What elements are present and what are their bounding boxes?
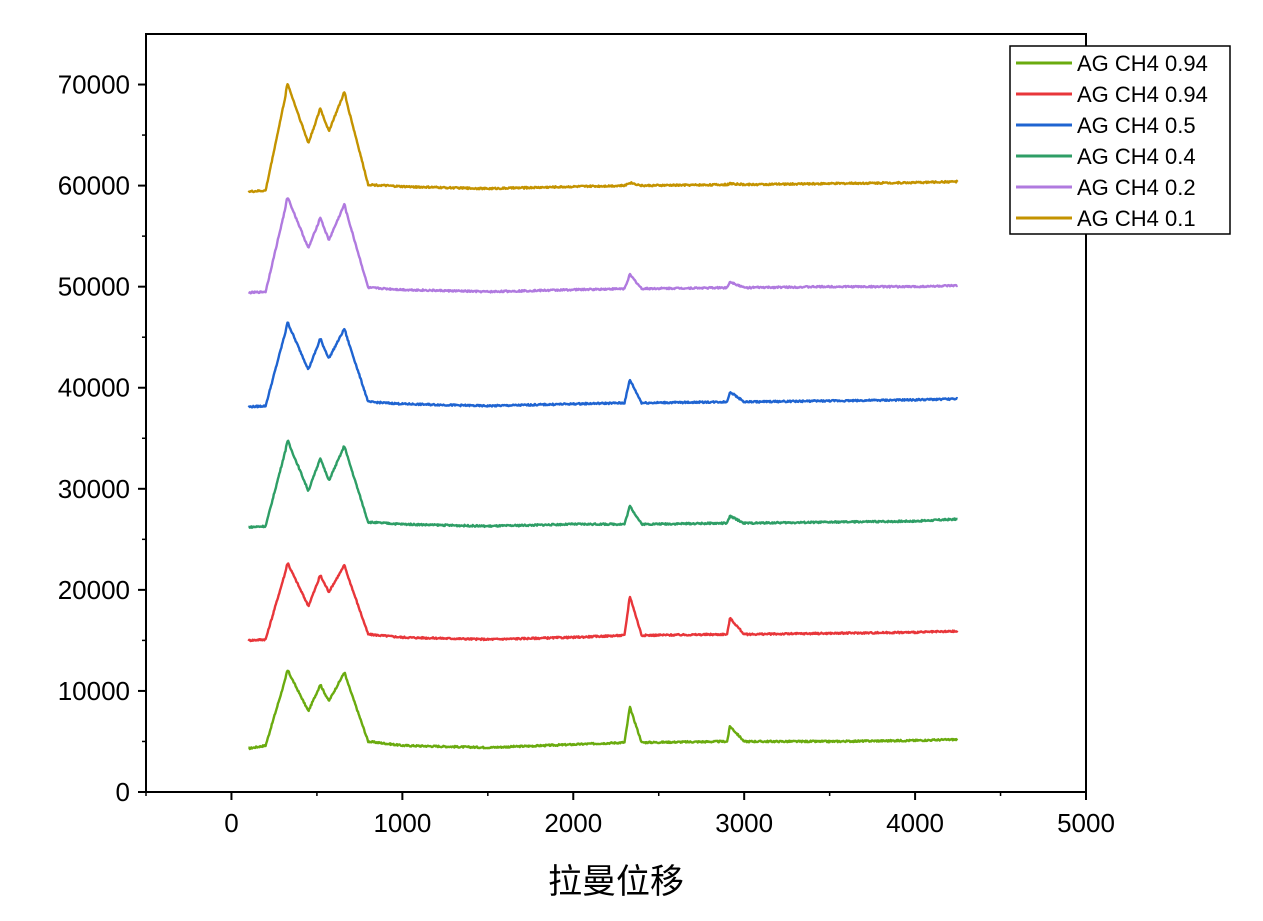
series-lines — [247, 83, 959, 751]
y-tick-label: 60000 — [58, 171, 130, 201]
series-line — [248, 669, 959, 751]
y-tick-label: 40000 — [58, 373, 130, 403]
y-tick-label: 0 — [116, 777, 130, 807]
legend-label: AG CH4 0.5 — [1077, 113, 1196, 138]
legend: AG CH4 0.94 AG CH4 0.94 AG CH4 0.5 AG CH4 0… — [1009, 45, 1231, 235]
y-tick-label: 30000 — [58, 474, 130, 504]
legend-label: AG CH4 0.2 — [1077, 175, 1196, 200]
x-tick-label: 4000 — [886, 808, 944, 838]
x-tick-label: 0 — [224, 808, 238, 838]
y-tick-label: 70000 — [58, 70, 130, 100]
y-tick-label: 50000 — [58, 272, 130, 302]
series-line — [248, 439, 958, 529]
plot-frame — [145, 33, 1087, 793]
series-line — [247, 562, 959, 643]
x-tick-label: 3000 — [715, 808, 773, 838]
legend-box — [1009, 45, 1231, 235]
legend-label: AG CH4 0.94 — [1077, 82, 1208, 107]
x-axis-ticks: 0 1000 2000 3000 4000 5000 — [145, 792, 1115, 838]
y-tick-label: 20000 — [58, 575, 130, 605]
x-tick-label: 2000 — [544, 808, 602, 838]
y-axis-ticks: 0 10000 20000 30000 40000 50000 60000 70000 — [58, 70, 146, 807]
legend-label: AG CH4 0.1 — [1077, 206, 1196, 231]
x-axis-title: 拉曼位移 — [548, 862, 684, 902]
y-tick-label: 10000 — [58, 676, 130, 706]
series-line — [247, 83, 959, 194]
legend-label: AG CH4 0.4 — [1077, 144, 1196, 169]
legend-label: AG CH4 0.94 — [1077, 51, 1208, 76]
series-line — [247, 321, 959, 409]
series-line — [247, 197, 958, 295]
x-tick-label: 1000 — [373, 808, 431, 838]
x-tick-label: 5000 — [1057, 808, 1115, 838]
